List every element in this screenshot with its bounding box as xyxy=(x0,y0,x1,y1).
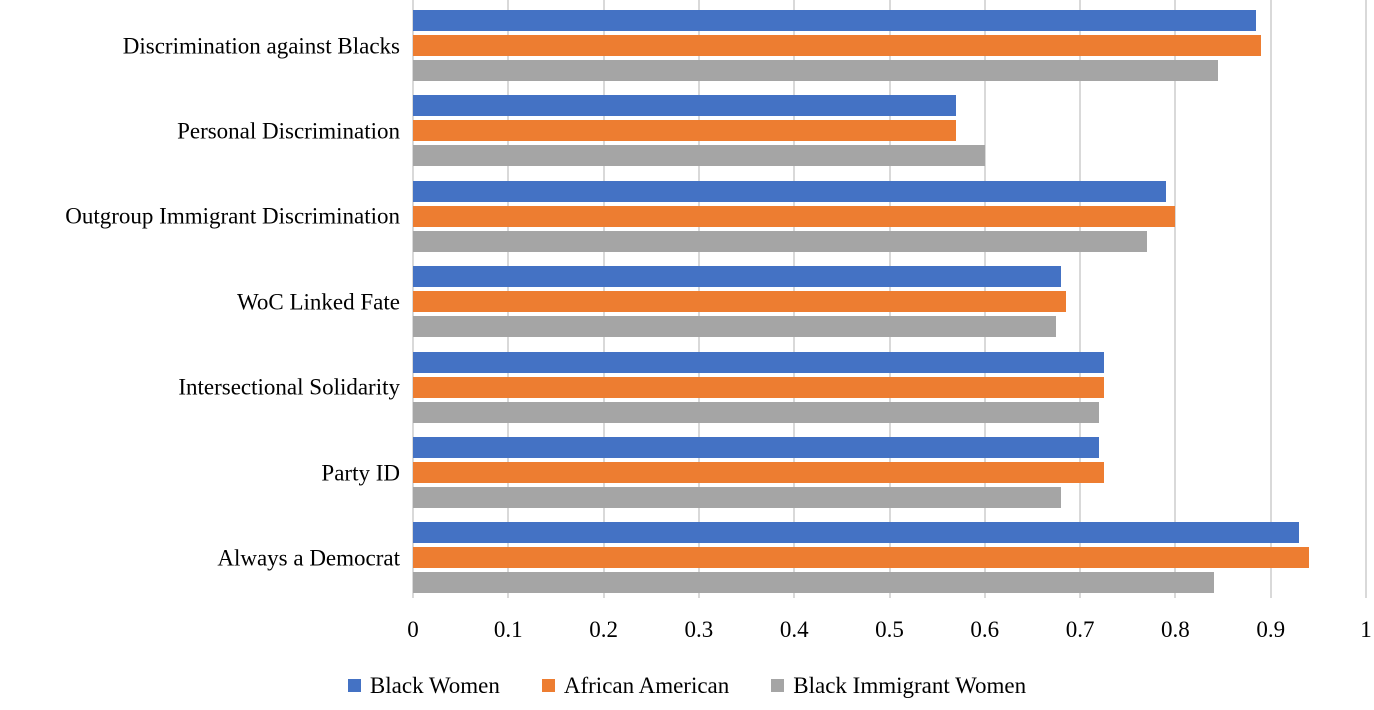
bar-african-american-intersectional-solidarity xyxy=(413,376,1104,398)
x-tick-label-0.1: 0.1 xyxy=(493,617,523,642)
bar-black-immigrant-women-outgroup-immigrant-discrimination xyxy=(413,230,1147,252)
x-tick-label-0.2: 0.2 xyxy=(589,617,618,642)
legend-swatch-black-women xyxy=(347,679,361,692)
category-axis-labels: Discrimination against Blacks Personal Di… xyxy=(0,0,400,598)
gridline-1 xyxy=(1365,0,1367,598)
category-label-woc-linked-fate: WoC Linked Fate xyxy=(237,289,400,315)
bar-black-women-woc-linked-fate xyxy=(413,266,1062,288)
bar-black-women-personal-discrimination xyxy=(413,95,957,117)
legend: Black Women African American Black Immigra… xyxy=(0,674,1374,697)
bar-group-discrimination-against-blacks xyxy=(413,10,1366,81)
bar-black-immigrant-women-always-a-democrat xyxy=(413,572,1214,594)
bar-black-immigrant-women-woc-linked-fate xyxy=(413,316,1057,338)
legend-item-black-women: Black Women xyxy=(347,673,500,698)
legend-label-african-american: African American xyxy=(563,673,730,698)
bar-black-women-outgroup-immigrant-discrimination xyxy=(413,180,1166,202)
category-label-intersectional-solidarity: Intersectional Solidarity xyxy=(178,374,400,400)
bar-group-outgroup-immigrant-discrimination xyxy=(413,180,1366,252)
x-tick-label-0.5: 0.5 xyxy=(875,617,904,642)
legend-item-african-american: African American xyxy=(541,673,730,698)
bar-african-american-discrimination-against-blacks xyxy=(413,35,1262,56)
x-tick-label-0.8: 0.8 xyxy=(1161,617,1190,642)
category-label-personal-discrimination: Personal Discrimination xyxy=(177,118,400,144)
bar-group-always-a-democrat xyxy=(413,522,1366,594)
legend-swatch-african-american xyxy=(541,679,555,692)
category-label-party-id: Party ID xyxy=(321,460,400,485)
gridline-0.7 xyxy=(1079,0,1082,598)
bar-african-american-always-a-democrat xyxy=(413,547,1309,569)
x-tick-label-0.9: 0.9 xyxy=(1256,617,1286,642)
bar-group-personal-discrimination xyxy=(413,95,1366,167)
legend-label-black-immigrant-women: Black Immigrant Women xyxy=(793,673,1027,698)
bar-group-woc-linked-fate xyxy=(413,266,1366,338)
x-tick-label-0.6: 0.6 xyxy=(970,617,1000,642)
bar-african-american-party-id xyxy=(413,462,1104,483)
bar-african-american-personal-discrimination xyxy=(413,120,957,142)
x-tick-label-0: 0 xyxy=(407,617,419,642)
category-label-outgroup-immigrant-discrimination: Outgroup Immigrant Discrimination xyxy=(65,203,400,229)
x-tick-label-1: 1 xyxy=(1360,617,1372,642)
legend-label-black-women: Black Women xyxy=(369,673,500,698)
bar-black-women-discrimination-against-blacks xyxy=(413,10,1257,31)
category-label-discrimination-against-blacks: Discrimination against Blacks xyxy=(122,33,400,58)
x-tick-label-0.4: 0.4 xyxy=(779,617,809,642)
bar-black-women-always-a-democrat xyxy=(413,522,1300,544)
legend-item-black-immigrant-women: Black Immigrant Women xyxy=(771,674,1026,697)
bar-black-immigrant-women-intersectional-solidarity xyxy=(413,401,1100,423)
bar-black-immigrant-women-discrimination-against-blacks xyxy=(413,60,1219,81)
x-tick-label-0.3: 0.3 xyxy=(684,617,714,642)
category-label-always-a-democrat: Always a Democrat xyxy=(217,545,400,571)
plot-area xyxy=(412,0,1367,598)
x-axis-tick-labels: 0 0.1 0.2 0.3 0.4 0.5 0.6 0.7 0.8 0.9 1 xyxy=(407,617,1372,650)
bar-black-women-party-id xyxy=(413,437,1100,458)
x-tick-label-0.7: 0.7 xyxy=(1065,617,1095,642)
bar-black-immigrant-women-party-id xyxy=(413,487,1062,508)
bar-african-american-woc-linked-fate xyxy=(413,291,1066,313)
gridline-0.8 xyxy=(1174,0,1177,598)
bar-group-intersectional-solidarity xyxy=(413,351,1366,423)
gridline-0.9 xyxy=(1269,0,1272,598)
bar-african-american-outgroup-immigrant-discrimination xyxy=(413,205,1176,227)
bar-black-immigrant-women-personal-discrimination xyxy=(413,145,985,167)
bar-black-women-intersectional-solidarity xyxy=(413,351,1104,373)
bar-group-party-id xyxy=(413,437,1366,508)
legend-swatch-black-immigrant-women xyxy=(771,679,785,692)
